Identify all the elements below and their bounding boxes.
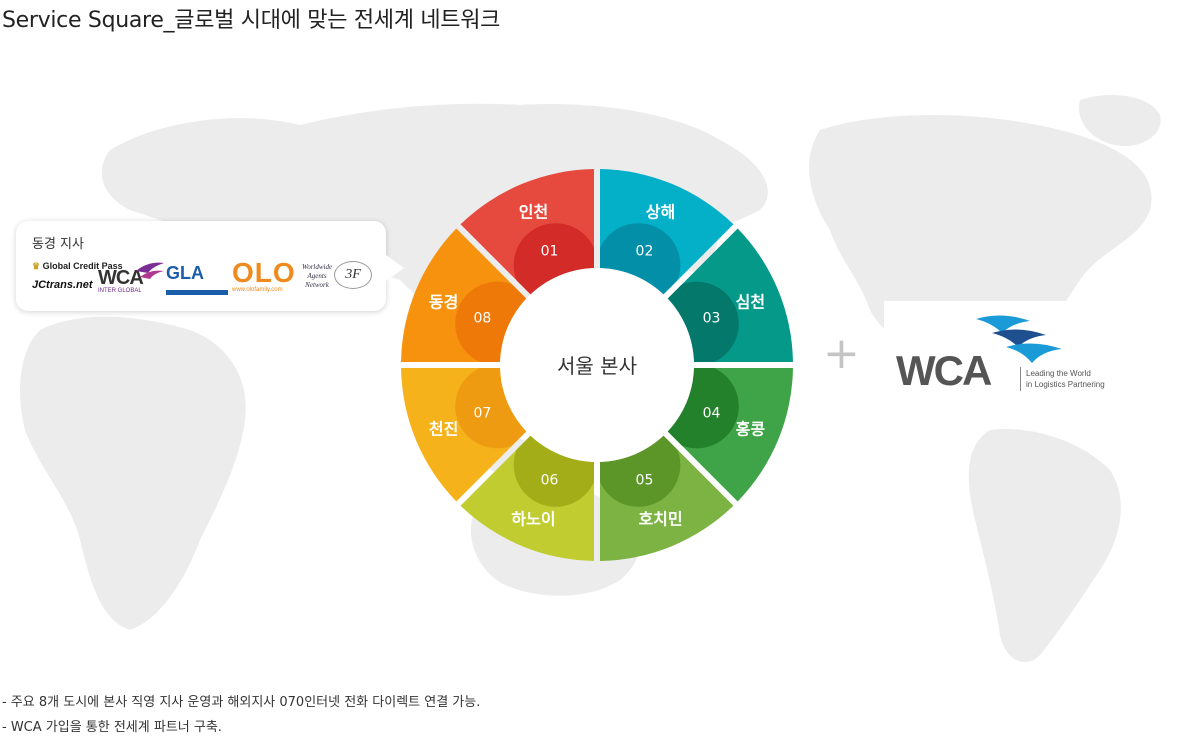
segment-number: 02 — [636, 243, 654, 259]
wca-inter-global-bird-icon — [136, 262, 164, 279]
wca-divider — [1020, 367, 1021, 391]
segment-number: 05 — [636, 473, 654, 489]
wca-bird-icon — [976, 315, 1062, 363]
worldwide-agents-network-logo: Worldwide Agents Network — [302, 263, 333, 289]
segment-city-label: 호치민 — [638, 509, 682, 528]
3f-logo: 3F — [334, 261, 372, 289]
segment-number: 04 — [703, 405, 721, 421]
segment-06: 06 하노이 — [460, 435, 595, 561]
wca-inter-global-logo: WCA INTER GLOBAL — [98, 267, 144, 294]
note-item: - WCA 가입을 통한 전세계 파트너 구축. — [2, 720, 222, 735]
gla-logo: GLA — [166, 263, 228, 295]
segment-02: 02 상해 — [599, 169, 734, 295]
segment-city-label: 동경 — [429, 292, 458, 311]
gla-bar — [166, 290, 228, 295]
tokyo-branch-callout: 동경 지사 ♛ Global Credit Pass JCtrans.net W… — [16, 221, 404, 311]
callout-title: 동경 지사 — [32, 237, 84, 252]
wca-logo-box: WCA Leading the World in Logistics Partn… — [884, 301, 1196, 425]
notes-list: - 주요 8개 도시에 본사 직영 지사 운영과 해외지사 070인터넷 전화 … — [2, 690, 480, 740]
world-map-background — [20, 95, 1161, 663]
segment-city-label: 상해 — [646, 203, 675, 222]
center-circle — [500, 268, 694, 462]
segment-city-label: 천진 — [429, 420, 458, 439]
wca-wordmark: WCA — [896, 347, 992, 394]
segment-number: 08 — [474, 311, 492, 327]
segment-number: 01 — [541, 243, 559, 259]
segment-04: 04 홍콩 — [667, 367, 793, 502]
segment-number: 06 — [541, 473, 559, 489]
network-wheel: 01 인천 02 상해 03 심천 04 홍콩 05 호치민 06 하노이 07 천진 08 동경 서울 본사 — [401, 169, 793, 561]
center-label: 서울 본사 — [557, 354, 637, 378]
jctrans-logo: JCtrans.net — [32, 279, 93, 291]
wca-tagline: Leading the World in Logistics Partnerin… — [1026, 369, 1105, 389]
segment-number: 07 — [474, 405, 492, 421]
segment-city-label: 인천 — [519, 203, 548, 222]
segment-city-label: 하노이 — [511, 509, 555, 528]
segment-city-label: 홍콩 — [736, 420, 766, 439]
olo-logo: OLO www.olofamily.com — [232, 257, 296, 294]
gcp-crown-icon: ♛ — [32, 261, 41, 271]
note-item: - 주요 8개 도시에 본사 직영 지사 운영과 해외지사 070인터넷 전화 … — [2, 695, 481, 710]
global-credit-pass-logo: ♛ Global Credit Pass — [32, 261, 123, 271]
segment-number: 03 — [703, 311, 721, 327]
plus-icon: + — [823, 328, 860, 379]
segment-city-label: 심천 — [736, 292, 765, 311]
page-title: Service Square_글로벌 시대에 맞는 전세계 네트워크 — [2, 8, 501, 33]
